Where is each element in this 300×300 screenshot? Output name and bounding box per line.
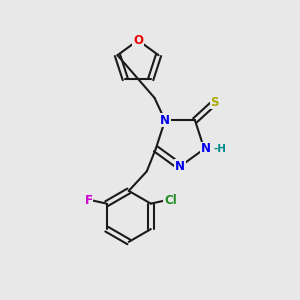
Text: F: F: [85, 194, 93, 207]
Text: S: S: [210, 96, 219, 109]
Text: O: O: [133, 34, 143, 47]
Text: N: N: [175, 160, 185, 173]
Text: Cl: Cl: [164, 194, 177, 207]
Text: N: N: [201, 142, 211, 155]
Text: -H: -H: [214, 144, 227, 154]
Text: N: N: [160, 114, 170, 127]
